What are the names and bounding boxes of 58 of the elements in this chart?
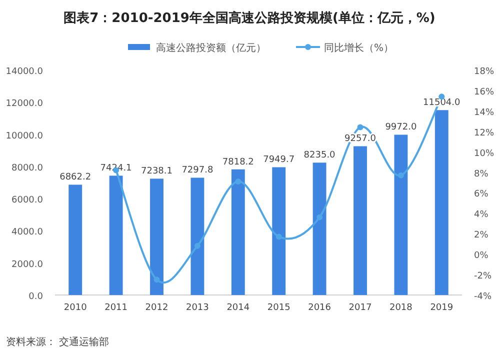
y2-tick-label: -4%: [474, 292, 492, 302]
x-tick-label: 2016: [308, 303, 332, 313]
y-tick-label: 2000.0: [12, 260, 44, 270]
data-label: 7297.8: [182, 166, 214, 176]
point: [154, 276, 160, 283]
bar: [272, 167, 286, 295]
bar: [190, 178, 204, 295]
chart-title: 图表7：2010-2019年全国高速公路投资规模(单位：亿元，%): [64, 10, 436, 26]
data-label: 9972.0: [385, 122, 417, 133]
x-tick-label: 2017: [348, 303, 372, 313]
y2-tick-label: -2%: [474, 272, 492, 282]
point: [276, 234, 282, 240]
data-label: 8235.0: [304, 150, 336, 161]
y-tick-label: 12000.0: [6, 99, 44, 110]
x-tick-label: 2015: [267, 303, 290, 313]
y-tick-label: 10000.0: [6, 131, 44, 142]
x-tick-label: 2010: [64, 303, 88, 313]
y2-tick-label: 14%: [474, 108, 494, 118]
bar: [150, 178, 164, 295]
y2-tick-label: 2%: [474, 230, 489, 241]
legend-label: 高速公路投资额（亿元）: [156, 42, 266, 54]
text: 资料来源： 交通运输部: [6, 336, 110, 348]
bar: [354, 146, 367, 295]
data-label: 7949.7: [263, 155, 295, 166]
y-tick-label: 4000.0: [12, 228, 44, 238]
bar: [68, 184, 82, 295]
legend-label: 同比增长（%）: [324, 42, 394, 54]
x-tick-label: 2012: [145, 303, 168, 313]
y-tick-label: 8000.0: [12, 163, 44, 174]
y2-tick-label: 16%: [474, 87, 494, 98]
y2-tick-label: 6%: [474, 190, 489, 200]
x-tick-label: 2019: [430, 303, 454, 313]
bar: [434, 110, 448, 295]
bar: [394, 134, 408, 295]
y-tick-label: 14000.0: [6, 67, 44, 77]
y-tick-label: 0.0: [28, 292, 44, 302]
y2-tick-label: 8%: [474, 169, 489, 180]
point: [398, 172, 404, 178]
point: [194, 242, 200, 249]
y2-tick-label: 0%: [474, 251, 489, 262]
point: [316, 214, 323, 220]
y2-tick-label: 12%: [474, 128, 494, 138]
bar: [231, 169, 245, 295]
y2-tick-label: 10%: [474, 148, 494, 159]
point: [357, 124, 364, 130]
x-tick-label: 2011: [104, 303, 128, 313]
y2-tick-label: 18%: [474, 67, 494, 77]
point: [235, 178, 242, 184]
x-tick-label: 2018: [389, 303, 413, 313]
data-label: 7818.2: [222, 157, 254, 168]
y-tick-label: 6000.0: [12, 196, 44, 206]
data-label: 7238.1: [141, 166, 172, 177]
x-tick-label: 2014: [226, 303, 250, 313]
bar: [312, 162, 326, 295]
bar: [109, 176, 123, 295]
y2-tick-label: 4%: [474, 210, 489, 220]
data-label: 6862.2: [60, 172, 92, 183]
x-tick-label: 2013: [186, 303, 209, 313]
